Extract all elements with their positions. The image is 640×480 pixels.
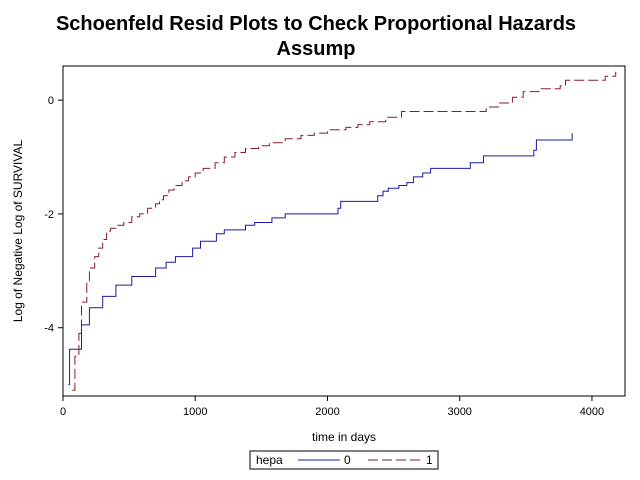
legend-box xyxy=(249,450,439,470)
y-axis: 0 -2 -4 xyxy=(44,95,63,335)
x-axis: 0 1000 2000 3000 4000 xyxy=(60,396,604,418)
legend-label-series-0: 0 xyxy=(344,453,351,467)
x-tick-label: 1000 xyxy=(183,406,207,418)
series-layer xyxy=(68,71,617,391)
series-line-0 xyxy=(68,133,573,386)
x-tick-label: 2000 xyxy=(315,406,339,418)
legend-label-series-1: 1 xyxy=(426,453,433,467)
chart-title-line-1: Schoenfeld Resid Plots to Check Proporti… xyxy=(56,13,576,35)
x-axis-label: time in days xyxy=(312,430,376,444)
chart-title-line-2: Assump xyxy=(277,38,356,60)
legend: hepa 0 1 xyxy=(249,450,439,470)
series-line-1 xyxy=(72,71,617,391)
y-tick-label: 0 xyxy=(48,95,54,107)
legend-title: hepa xyxy=(256,453,283,467)
y-tick-label: -4 xyxy=(44,323,54,335)
plot-frame xyxy=(62,65,626,397)
x-tick-label: 0 xyxy=(60,406,66,418)
x-tick-label: 4000 xyxy=(580,406,604,418)
y-tick-label: -2 xyxy=(44,209,54,221)
x-tick-label: 3000 xyxy=(447,406,471,418)
y-axis-label: Log of Negative Log of SURVIVAL xyxy=(11,140,25,323)
